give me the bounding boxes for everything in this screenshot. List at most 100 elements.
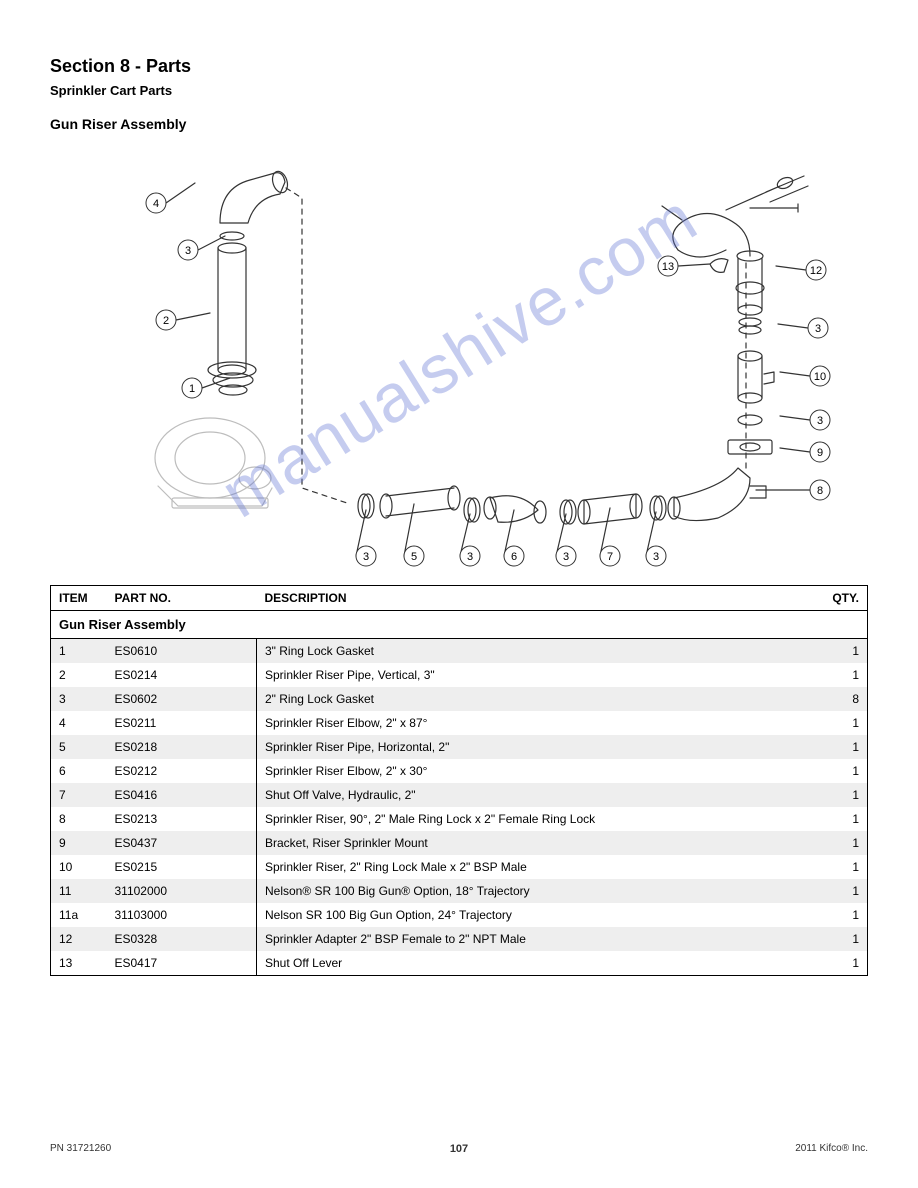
svg-text:6: 6 xyxy=(511,551,517,563)
page-subtitle: Sprinkler Cart Parts xyxy=(50,83,868,98)
svg-text:2: 2 xyxy=(163,315,169,327)
table-cell: 31102000 xyxy=(107,879,257,903)
footer-page-number: 107 xyxy=(50,1143,868,1155)
table-cell: 7 xyxy=(51,783,107,807)
table-cell: 1 xyxy=(820,663,868,687)
table-cell: Sprinkler Riser, 2" Ring Lock Male x 2" … xyxy=(257,855,820,879)
table-cell: 3 xyxy=(51,687,107,711)
table-cell: 1 xyxy=(820,879,868,903)
exploded-diagram: 432135363731312310398 manualshive.com xyxy=(50,138,868,573)
table-cell: 1 xyxy=(820,759,868,783)
table-cell: 1 xyxy=(820,639,868,664)
table-cell: Sprinkler Riser Pipe, Horizontal, 2" xyxy=(257,735,820,759)
col-item: ITEM xyxy=(51,586,107,611)
table-cell: Bracket, Riser Sprinkler Mount xyxy=(257,831,820,855)
table-cell: 1 xyxy=(820,927,868,951)
table-cell: 4 xyxy=(51,711,107,735)
svg-text:9: 9 xyxy=(817,447,823,459)
svg-text:8: 8 xyxy=(817,485,823,497)
table-body: 1ES06103" Ring Lock Gasket12ES0214Sprink… xyxy=(51,639,868,976)
table-cell: 1 xyxy=(820,831,868,855)
table-cell: 1 xyxy=(820,855,868,879)
table-cell: 1 xyxy=(51,639,107,664)
table-title: Gun Riser Assembly xyxy=(51,611,868,639)
table-cell: ES0214 xyxy=(107,663,257,687)
table-cell: Nelson SR 100 Big Gun Option, 24° Trajec… xyxy=(257,903,820,927)
table-row: 4ES0211Sprinkler Riser Elbow, 2" x 87°1 xyxy=(51,711,868,735)
svg-text:1: 1 xyxy=(189,383,195,395)
table-cell: 1 xyxy=(820,807,868,831)
table-cell: 31103000 xyxy=(107,903,257,927)
table-cell: 2" Ring Lock Gasket xyxy=(257,687,820,711)
section-heading: Gun Riser Assembly xyxy=(50,116,868,132)
table-cell: 6 xyxy=(51,759,107,783)
table-row: 8ES0213Sprinkler Riser, 90°, 2" Male Rin… xyxy=(51,807,868,831)
table-cell: Shut Off Valve, Hydraulic, 2" xyxy=(257,783,820,807)
table-row: 9ES0437Bracket, Riser Sprinkler Mount1 xyxy=(51,831,868,855)
table-row: 5ES0218Sprinkler Riser Pipe, Horizontal,… xyxy=(51,735,868,759)
table-row: 11a31103000Nelson SR 100 Big Gun Option,… xyxy=(51,903,868,927)
table-cell: 5 xyxy=(51,735,107,759)
table-cell: 11 xyxy=(51,879,107,903)
svg-text:7: 7 xyxy=(607,551,613,563)
table-head: ITEM PART NO. DESCRIPTION QTY. xyxy=(51,586,868,611)
table-row: 3ES06022" Ring Lock Gasket8 xyxy=(51,687,868,711)
table-cell: 2 xyxy=(51,663,107,687)
table-cell: ES0416 xyxy=(107,783,257,807)
table-cell: 10 xyxy=(51,855,107,879)
table-row: 12ES0328Sprinkler Adapter 2" BSP Female … xyxy=(51,927,868,951)
table-cell: 1 xyxy=(820,951,868,976)
table-cell: Sprinkler Riser Elbow, 2" x 30° xyxy=(257,759,820,783)
table-cell: ES0602 xyxy=(107,687,257,711)
table-row: 13ES0417Shut Off Lever1 xyxy=(51,951,868,976)
table-cell: 1 xyxy=(820,735,868,759)
diagram-svg: 432135363731312310398 xyxy=(50,138,868,573)
table-cell: 12 xyxy=(51,927,107,951)
col-qty: QTY. xyxy=(820,586,868,611)
table-cell: Nelson® SR 100 Big Gun® Option, 18° Traj… xyxy=(257,879,820,903)
table-cell: ES0328 xyxy=(107,927,257,951)
table-row: 7ES0416Shut Off Valve, Hydraulic, 2"1 xyxy=(51,783,868,807)
table-cell: Sprinkler Riser Pipe, Vertical, 3" xyxy=(257,663,820,687)
page-footer: PN 31721260 107 2011 Kifco® Inc. xyxy=(50,1143,868,1154)
table-cell: ES0212 xyxy=(107,759,257,783)
table-cell: 8 xyxy=(820,687,868,711)
table-cell: 1 xyxy=(820,711,868,735)
col-desc: DESCRIPTION xyxy=(257,586,820,611)
table-row: 10ES0215Sprinkler Riser, 2" Ring Lock Ma… xyxy=(51,855,868,879)
table-cell: Sprinkler Riser, 90°, 2" Male Ring Lock … xyxy=(257,807,820,831)
svg-text:3: 3 xyxy=(653,551,659,563)
table-cell: ES0213 xyxy=(107,807,257,831)
table-cell: 11a xyxy=(51,903,107,927)
table-cell: 13 xyxy=(51,951,107,976)
svg-text:3: 3 xyxy=(363,551,369,563)
svg-text:5: 5 xyxy=(411,551,417,563)
svg-text:3: 3 xyxy=(467,551,473,563)
table-row: 6ES0212Sprinkler Riser Elbow, 2" x 30°1 xyxy=(51,759,868,783)
table-cell: ES0417 xyxy=(107,951,257,976)
table-row: 1131102000Nelson® SR 100 Big Gun® Option… xyxy=(51,879,868,903)
parts-table: Gun Riser Assembly ITEM PART NO. DESCRIP… xyxy=(50,585,868,976)
table-cell: ES0610 xyxy=(107,639,257,664)
svg-text:12: 12 xyxy=(810,265,822,277)
page-title: Section 8 - Parts xyxy=(50,56,868,77)
table-cell: Sprinkler Adapter 2" BSP Female to 2" NP… xyxy=(257,927,820,951)
svg-text:4: 4 xyxy=(153,198,159,210)
table-row: 1ES06103" Ring Lock Gasket1 xyxy=(51,639,868,664)
table-title-row: Gun Riser Assembly xyxy=(51,611,868,639)
table-row: 2ES0214Sprinkler Riser Pipe, Vertical, 3… xyxy=(51,663,868,687)
svg-text:13: 13 xyxy=(662,261,674,273)
svg-text:3: 3 xyxy=(815,323,821,335)
table-cell: 8 xyxy=(51,807,107,831)
table-cell: 3" Ring Lock Gasket xyxy=(257,639,820,664)
table-cell: 9 xyxy=(51,831,107,855)
table-cell: 1 xyxy=(820,783,868,807)
svg-text:3: 3 xyxy=(563,551,569,563)
table-cell: Shut Off Lever xyxy=(257,951,820,976)
table-cell: ES0437 xyxy=(107,831,257,855)
table-cell: ES0211 xyxy=(107,711,257,735)
table-cell: ES0218 xyxy=(107,735,257,759)
table-cell: 1 xyxy=(820,903,868,927)
svg-text:3: 3 xyxy=(817,415,823,427)
svg-text:3: 3 xyxy=(185,245,191,257)
